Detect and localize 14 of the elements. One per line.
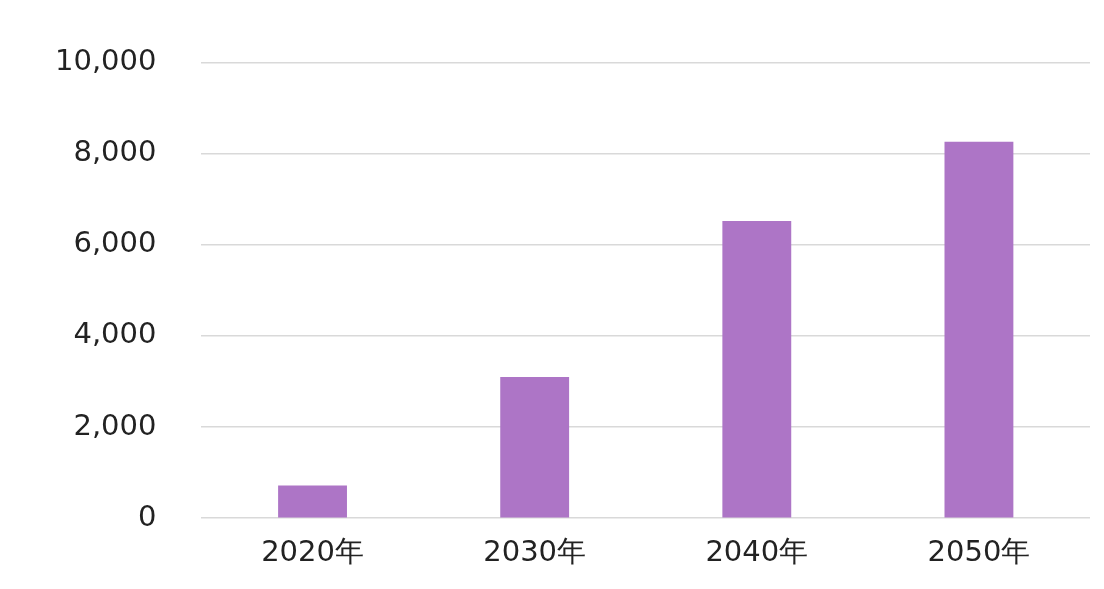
y-tick-label: 8,000 xyxy=(73,134,157,169)
x-tick-label: 2030年 xyxy=(483,534,587,569)
bar xyxy=(944,141,1014,518)
y-tick-label: 4,000 xyxy=(73,316,157,351)
x-tick-label: 2020年 xyxy=(261,534,364,569)
y-tick-label: 0 xyxy=(138,498,157,533)
bar xyxy=(278,485,347,518)
bar xyxy=(500,376,570,518)
y-tick-label: 2,000 xyxy=(73,407,157,442)
x-tick-label: 2050年 xyxy=(927,534,1031,569)
x-tick-label: 2040年 xyxy=(705,534,809,569)
bar xyxy=(722,221,792,518)
y-tick-label: 6,000 xyxy=(73,225,157,260)
y-tick-label: 10,000 xyxy=(54,42,157,77)
